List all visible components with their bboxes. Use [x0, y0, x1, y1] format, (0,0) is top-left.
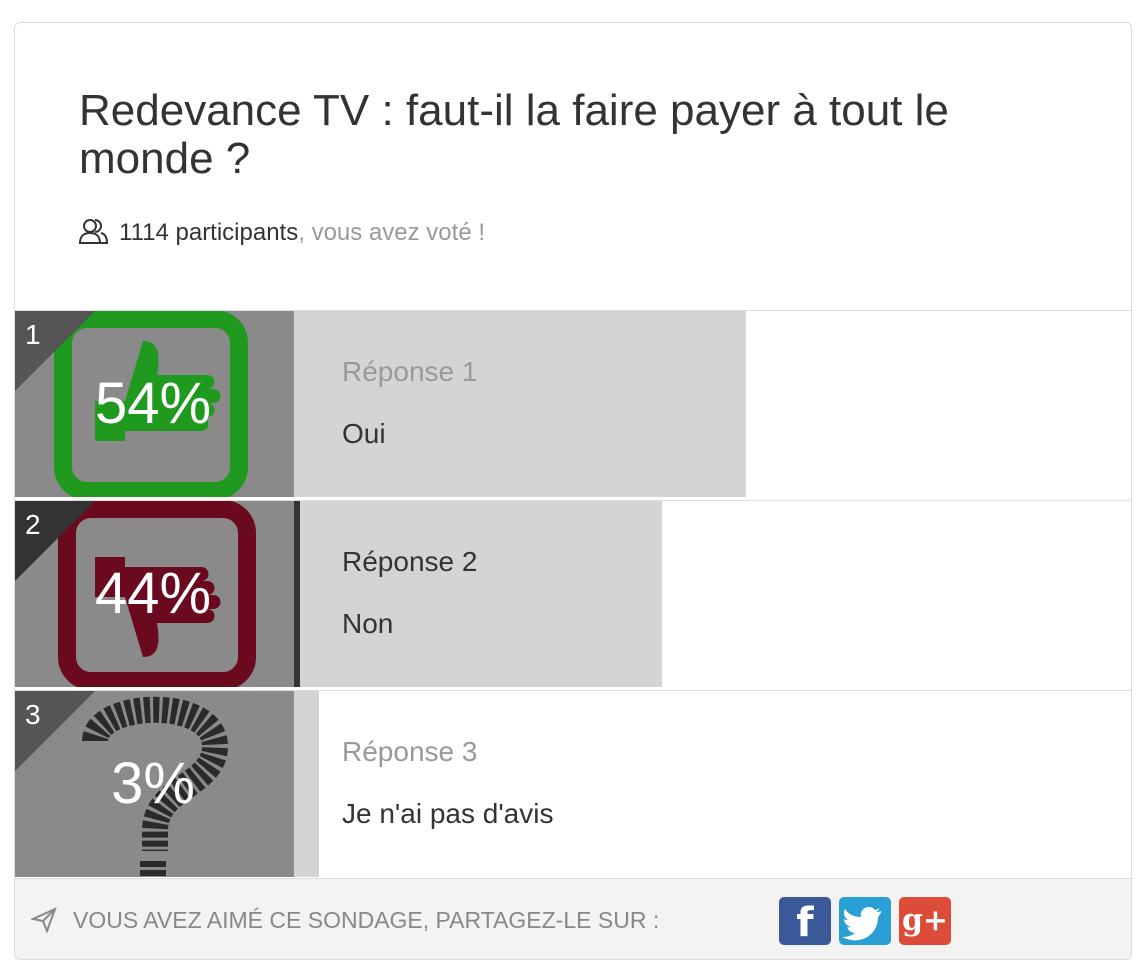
voted-note: , vous avez voté ! — [298, 219, 485, 246]
rank: 3 — [25, 699, 41, 730]
twitter-button[interactable] — [839, 897, 891, 945]
facebook-button[interactable]: f — [779, 897, 831, 946]
answer-row[interactable]: 1 54% Réponse 1 Oui — [15, 310, 1131, 497]
users-icon — [78, 219, 109, 244]
participants: 1114 participants — [119, 219, 299, 246]
percent: 3% — [111, 751, 195, 816]
percent: 44% — [94, 561, 212, 626]
answer-row[interactable]: 3 3% Réponse 3 Je n'ai pas d'avis — [15, 690, 1131, 877]
participants-line: 1114 participants, vous avez voté ! — [78, 217, 485, 247]
answer-row[interactable]: 2 44% Réponse 2 Non — [15, 500, 1131, 687]
share-text: VOUS AVEZ AIMÉ CE SONDAGE, PARTAGEZ-LE S… — [73, 907, 660, 933]
answer-label: Réponse 3 — [342, 736, 478, 767]
result-bar — [294, 311, 746, 497]
answer-text: Oui — [342, 418, 386, 449]
voted-marker — [294, 501, 300, 687]
send-icon — [31, 907, 57, 933]
answer-label: Réponse 2 — [342, 546, 478, 577]
result-bar — [294, 691, 320, 877]
percent: 54% — [94, 371, 212, 436]
share-footer: VOUS AVEZ AIMÉ CE SONDAGE, PARTAGEZ-LE S… — [15, 878, 1131, 959]
poll-title: Redevance TV : faut-il la faire payer à … — [79, 86, 949, 183]
answer-image: 2 44% — [15, 501, 294, 687]
answer-text: Non — [342, 608, 394, 639]
answer-image: 3 3% — [15, 691, 294, 877]
answer-image: 1 54% — [15, 311, 294, 497]
rank: 2 — [25, 509, 41, 540]
rank: 1 — [25, 319, 41, 350]
answer-label: Réponse 1 — [342, 356, 478, 387]
answer-text: Je n'ai pas d'avis — [342, 798, 554, 829]
google-button[interactable]: g+ — [899, 897, 951, 945]
result-bar — [294, 501, 663, 687]
poll-card: Redevance TV : faut-il la faire payer à … — [14, 22, 1132, 960]
